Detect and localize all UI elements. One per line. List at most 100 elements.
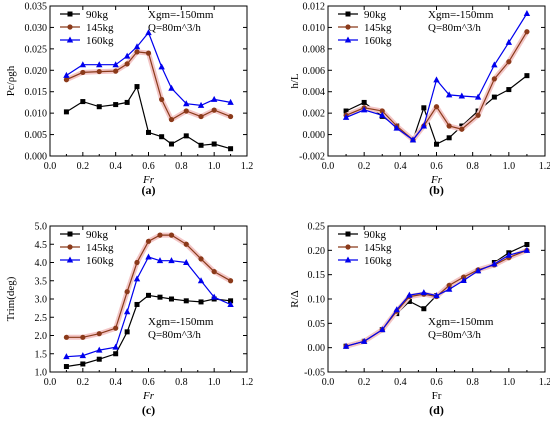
legend-marker — [344, 256, 352, 263]
series-line — [66, 85, 231, 150]
chart-panel-4: 0.0 0.2 0.4 0.6 0.8 1.0 1.2 -0.05 0.00 0.05 0.10 0.… — [289, 222, 550, 418]
series-145kg — [63, 49, 234, 123]
data-point — [409, 136, 417, 143]
legend-marker — [66, 36, 74, 43]
data-point — [168, 141, 174, 147]
y-tick-label: 0.15 — [308, 270, 326, 281]
legend-marker — [345, 231, 351, 237]
y-tick-label: 0.002 — [303, 109, 326, 120]
y-tick-label: 2.0 — [35, 331, 48, 342]
data-point — [79, 61, 87, 68]
data-point — [96, 104, 102, 110]
data-point — [420, 122, 428, 129]
y-tick-label: 0.25 — [308, 222, 326, 233]
data-point — [113, 325, 119, 331]
data-point — [433, 292, 440, 299]
x-tick-label: 0.0 — [322, 161, 335, 172]
data-point — [157, 294, 163, 300]
x-tick-label: 1.0 — [208, 161, 221, 172]
data-point — [198, 113, 204, 120]
y-tick-label: 0.012 — [303, 2, 326, 13]
legend-marker — [66, 256, 74, 263]
x-tick-label: 0.8 — [466, 161, 479, 172]
data-point — [197, 101, 205, 108]
data-point — [63, 77, 70, 83]
x-axis-label: Fr — [432, 390, 442, 402]
data-point — [446, 282, 452, 288]
legend-label: 160kg — [364, 255, 392, 267]
condition-annotation: Q=80m^3/h — [148, 22, 201, 34]
data-point — [80, 69, 86, 76]
x-tick-label: 0.2 — [358, 161, 371, 172]
series-160kg — [63, 253, 234, 360]
data-point — [227, 300, 234, 307]
x-axis-label: Fr — [142, 390, 155, 402]
data-point — [183, 100, 190, 107]
y-tick-label: 1.5 — [35, 349, 48, 360]
data-point — [156, 257, 164, 264]
x-tick-label: 0.8 — [175, 377, 188, 388]
data-point — [393, 124, 400, 131]
y-tick-label: 0.05 — [308, 319, 326, 330]
data-point — [524, 241, 530, 247]
x-tick-label: 1.2 — [539, 377, 550, 388]
legend-label: 90kg — [364, 229, 387, 241]
data-point — [145, 29, 152, 36]
legend-marker — [345, 24, 351, 30]
y-tick-label: 0.008 — [303, 44, 326, 55]
data-point — [183, 241, 189, 247]
data-point — [421, 105, 427, 111]
data-point — [505, 251, 513, 258]
series-90kg — [63, 84, 234, 152]
data-point — [227, 98, 234, 105]
condition-annotation: Xgm=-150mm — [428, 9, 494, 21]
legend-label: 160kg — [86, 35, 114, 47]
x-tick-label: 0.0 — [44, 377, 57, 388]
series-160kg — [342, 246, 531, 349]
y-tick-label: 0.015 — [25, 87, 48, 98]
data-point — [491, 94, 497, 100]
chart-panel-3: 0.0 0.2 0.4 0.6 0.8 1.0 1.2 1.0 1.5 2.0 2.5 3.0 3.5 4… — [5, 222, 253, 418]
y-tick-label: 1.0 — [35, 368, 48, 379]
legend-label: 145kg — [86, 22, 114, 34]
data-point — [342, 113, 350, 120]
data-point — [134, 301, 140, 307]
x-tick-label: 0.6 — [142, 161, 155, 172]
y-tick-label: 2.5 — [35, 313, 48, 324]
x-tick-label: 0.8 — [466, 377, 479, 388]
legend-marker — [345, 244, 351, 250]
data-point — [124, 289, 130, 295]
data-point — [124, 61, 130, 67]
data-point — [96, 68, 102, 75]
data-point — [445, 91, 453, 98]
data-point — [96, 61, 103, 68]
data-point — [460, 277, 467, 284]
data-point — [458, 92, 466, 99]
data-point — [474, 93, 482, 100]
x-tick-label: 1.0 — [503, 377, 516, 388]
data-point — [360, 106, 368, 113]
data-point — [228, 298, 234, 304]
x-tick-label: 0.0 — [322, 377, 335, 388]
panel-caption: (c) — [142, 403, 155, 417]
legend-label: 145kg — [364, 22, 392, 34]
data-point — [197, 277, 205, 284]
series-line — [66, 256, 231, 358]
data-point — [421, 306, 427, 312]
data-point — [124, 99, 130, 105]
y-tick-label: 0.10 — [308, 295, 326, 306]
data-point — [159, 134, 165, 140]
data-point — [113, 351, 119, 357]
data-point — [393, 306, 400, 313]
data-point — [524, 73, 530, 79]
x-axis-label: Fr — [430, 174, 443, 186]
data-point — [80, 99, 86, 105]
x-tick-label: 0.0 — [44, 161, 57, 172]
y-tick-label: 0.020 — [25, 66, 48, 77]
data-point — [523, 246, 531, 253]
data-point — [183, 133, 189, 139]
data-point — [379, 111, 386, 118]
data-point — [210, 95, 218, 102]
